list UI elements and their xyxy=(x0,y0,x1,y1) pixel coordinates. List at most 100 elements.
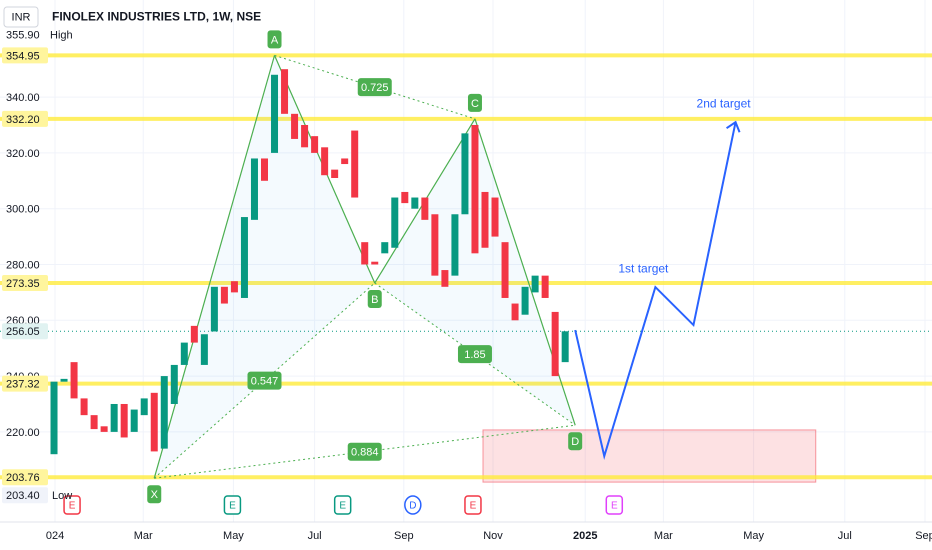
currency-box[interactable] xyxy=(3,6,39,28)
pattern-point-box xyxy=(367,290,382,309)
level-label-box xyxy=(2,275,48,292)
candle-body xyxy=(60,378,68,382)
candle-body xyxy=(140,398,148,416)
level-label-box xyxy=(2,469,48,486)
last-price-label: 256.05 xyxy=(6,326,40,338)
candle-body xyxy=(321,147,329,176)
candle-body xyxy=(110,403,118,432)
candle-body xyxy=(120,403,128,438)
pattern-point-box xyxy=(467,93,482,112)
event-label: E xyxy=(470,501,477,512)
candle-body xyxy=(451,214,459,276)
candle-body xyxy=(511,303,519,321)
pattern-leg xyxy=(153,55,276,479)
x-tick-label: May xyxy=(223,530,244,542)
candle-body xyxy=(491,197,499,237)
projection-line xyxy=(574,121,737,461)
candle-body xyxy=(401,191,409,204)
event-marker xyxy=(333,495,352,515)
candle-body xyxy=(531,275,539,293)
candle-body xyxy=(331,169,339,178)
candle-body xyxy=(291,113,299,139)
candle-body xyxy=(180,342,188,365)
ratio-box xyxy=(247,371,282,390)
low-tag: Low xyxy=(52,490,72,502)
x-tick-label: Nov xyxy=(483,530,503,542)
candle-body xyxy=(230,281,238,293)
level-label: 332.20 xyxy=(6,114,40,126)
event-marker xyxy=(63,495,81,515)
pattern-point-box xyxy=(568,432,583,451)
candle-body xyxy=(260,158,268,181)
y-tick-label: 300.00 xyxy=(6,204,40,216)
pattern-point-label: B xyxy=(371,294,378,306)
x-tick-label: May xyxy=(743,530,764,542)
x-tick-label: Sep xyxy=(394,530,414,542)
event-marker xyxy=(223,495,242,515)
x-tick-label: Mar xyxy=(134,530,153,542)
target-label: 2nd target xyxy=(697,96,752,110)
candle-body xyxy=(281,69,289,114)
candle-body xyxy=(190,325,198,343)
candle-body xyxy=(220,286,228,304)
ratio-box xyxy=(457,345,492,364)
candle-body xyxy=(271,74,279,153)
y-tick-label: 320.00 xyxy=(6,148,40,160)
candle-body xyxy=(311,136,319,153)
event-label: E xyxy=(611,501,618,512)
candle-body xyxy=(100,426,108,432)
candle-body xyxy=(50,381,58,455)
ratio-label: 0.547 xyxy=(251,376,279,388)
candle-body xyxy=(481,191,489,248)
pattern-fill xyxy=(154,55,375,479)
high-label: 355.90 xyxy=(6,30,40,42)
candle-body xyxy=(351,130,359,198)
ratio-box xyxy=(357,78,392,97)
x-tick-label: Jul xyxy=(838,530,852,542)
y-tick-label: 280.00 xyxy=(6,259,40,271)
x-tick-label: Sep xyxy=(915,530,932,542)
candle-body xyxy=(411,197,419,209)
candle-body xyxy=(521,286,529,315)
event-label: E xyxy=(229,501,236,512)
candle-body xyxy=(160,376,168,449)
pattern-point-label: A xyxy=(271,34,279,46)
level-label: 203.76 xyxy=(6,472,40,484)
level-label-box xyxy=(2,110,48,127)
event-label: D xyxy=(409,501,416,512)
candle-body xyxy=(541,275,549,298)
candle-body xyxy=(421,197,429,220)
event-label: E xyxy=(339,501,346,512)
x-tick-label: Jul xyxy=(308,530,322,542)
candle-body xyxy=(551,311,559,377)
level-label: 273.35 xyxy=(6,278,40,290)
target-label: 1st target xyxy=(618,261,669,275)
high-tag: High xyxy=(50,30,73,42)
level-label: 354.95 xyxy=(6,50,40,62)
candle-body xyxy=(301,124,309,148)
candle-body xyxy=(561,331,569,363)
candle-body xyxy=(130,409,138,432)
ratio-line xyxy=(154,424,576,479)
low-label: 203.40 xyxy=(6,490,40,502)
pattern-point-label: C xyxy=(471,98,479,110)
candle-body xyxy=(200,334,208,365)
event-marker xyxy=(464,495,482,515)
pattern-point-label: X xyxy=(151,489,159,501)
candle-body xyxy=(250,158,258,220)
candle-body xyxy=(80,398,88,416)
candle-body xyxy=(471,124,479,254)
ratio-label: 0.884 xyxy=(351,447,379,459)
ratio-label: 0.725 xyxy=(361,82,389,94)
ratio-box xyxy=(347,442,382,461)
x-tick-label: 2025 xyxy=(573,530,597,542)
candle-body xyxy=(240,217,248,298)
candle-body xyxy=(70,362,78,399)
candle-body xyxy=(150,392,158,452)
candle-body xyxy=(341,158,349,165)
candle-body xyxy=(441,270,449,287)
event-marker xyxy=(605,495,624,515)
candle-body xyxy=(501,242,509,298)
ratio-line xyxy=(153,282,376,479)
